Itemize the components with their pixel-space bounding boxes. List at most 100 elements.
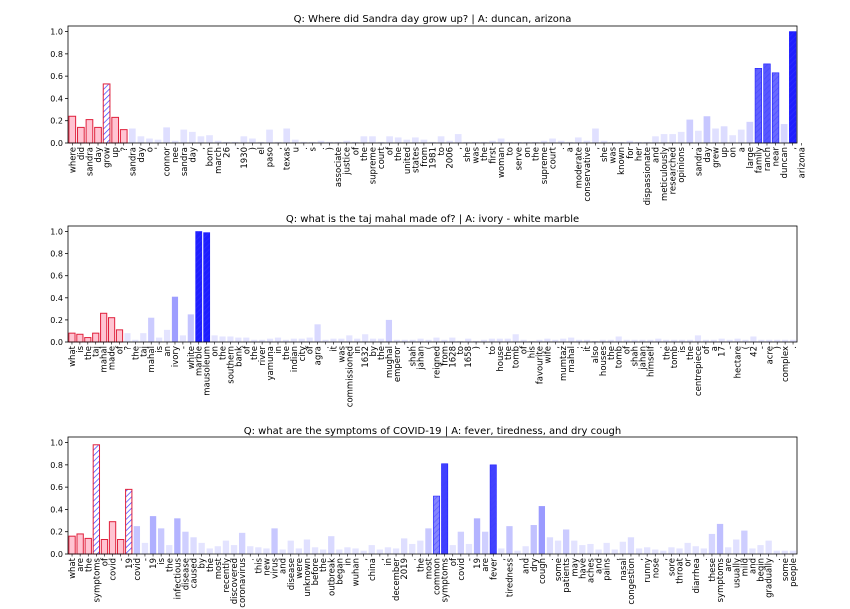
context-token-bar [587,543,594,554]
token-label: woman [497,147,507,178]
context-token-bar [676,548,683,554]
token-label: 2006 [446,147,456,169]
token-label: 2019 [400,558,410,580]
token-label: , [659,558,669,561]
context-token-bar [141,542,149,554]
token-label: also [591,346,601,363]
token-label: before [311,558,321,585]
token-label: sandra [128,147,138,176]
context-token-bar [504,338,511,342]
token-label: covid [457,558,467,581]
context-token-bar [412,137,419,143]
token-label: sore [667,558,677,576]
token-label: of [702,345,712,354]
context-token-bar [566,141,574,143]
context-token-bar [344,547,351,554]
context-token-bar [734,338,741,342]
token-label: is [678,345,688,352]
token-label: . [300,147,310,150]
context-token-bar [758,339,765,342]
context-token-bar [695,130,702,143]
token-label: the [360,147,370,161]
token-label: new [262,558,272,576]
question-token-bar [76,333,84,343]
token-label: common [433,558,443,595]
context-token-bar [149,516,157,554]
token-label: , [454,147,464,150]
token-label: . [546,558,556,561]
token-label: serve [514,147,524,170]
context-token-bar [789,339,797,342]
token-label: a [566,147,576,152]
context-token-bar [300,141,308,143]
context-token-bar [592,128,599,143]
context-token-bar [157,528,165,554]
y-tick-label: 0.2 [50,528,63,537]
context-token-bar [708,533,716,554]
token-label: gradually [765,558,775,598]
context-token-bar [746,121,754,143]
token-label: ' [154,147,164,149]
context-token-bar [506,141,514,143]
context-token-bar [710,339,717,342]
token-label: emperor [393,345,403,382]
context-token-bar [230,545,238,554]
token-label: pains [603,557,613,580]
context-token-bar [497,138,505,143]
token-label: aches [586,557,596,582]
token-label: fever [489,558,499,580]
context-token-bar [309,141,316,143]
token-label: the [206,558,216,572]
context-token-bar [171,140,179,143]
token-label: is [76,345,86,352]
token-label: 1930 [240,147,250,169]
token-label: are [76,558,86,572]
context-token-bar [741,530,748,554]
context-token-bar [283,128,291,143]
token-label: of [351,146,361,155]
context-token-bar [530,525,537,554]
context-token-bar [295,548,303,554]
token-label: did [77,147,87,160]
token-label: throat [676,557,686,583]
token-label: unknown [303,558,313,597]
context-token-bar [393,339,400,342]
token-label: are [481,558,491,572]
token-label: - [141,558,151,561]
token-label: to [488,346,498,355]
token-label: large [746,147,756,169]
context-token-bar [454,134,462,143]
context-token-bar [742,339,749,342]
token-label: mahal [147,346,157,372]
context-token-bar [512,334,519,342]
context-token-bar [576,339,583,342]
token-label: dispassionate [643,147,653,205]
token-label: , [480,346,490,349]
token-label: texas [283,146,293,170]
token-label: these [708,558,718,582]
context-token-bar [686,119,694,143]
context-token-bar [583,140,591,143]
token-label: the [377,346,387,360]
context-token-bar [652,136,659,143]
context-token-bar [639,339,646,342]
token-label: of [386,146,396,155]
token-label: the [686,346,696,360]
context-token-bar-hatch [203,232,210,342]
context-token-bar [557,140,565,143]
context-token-bar [369,338,377,342]
context-token-bar [403,139,411,143]
token-label: in [343,558,353,566]
token-label: tomb [670,346,680,368]
token-label: it [329,345,339,351]
context-token-bar [306,337,313,342]
token-label: jahan [417,346,427,371]
context-token-bar [179,335,186,342]
token-label: may [570,558,580,577]
context-token-bar [401,339,408,342]
token-label: sandra [85,147,95,176]
context-token-bar [669,134,676,143]
context-token-bar [240,136,248,143]
context-token-bar [626,140,634,143]
